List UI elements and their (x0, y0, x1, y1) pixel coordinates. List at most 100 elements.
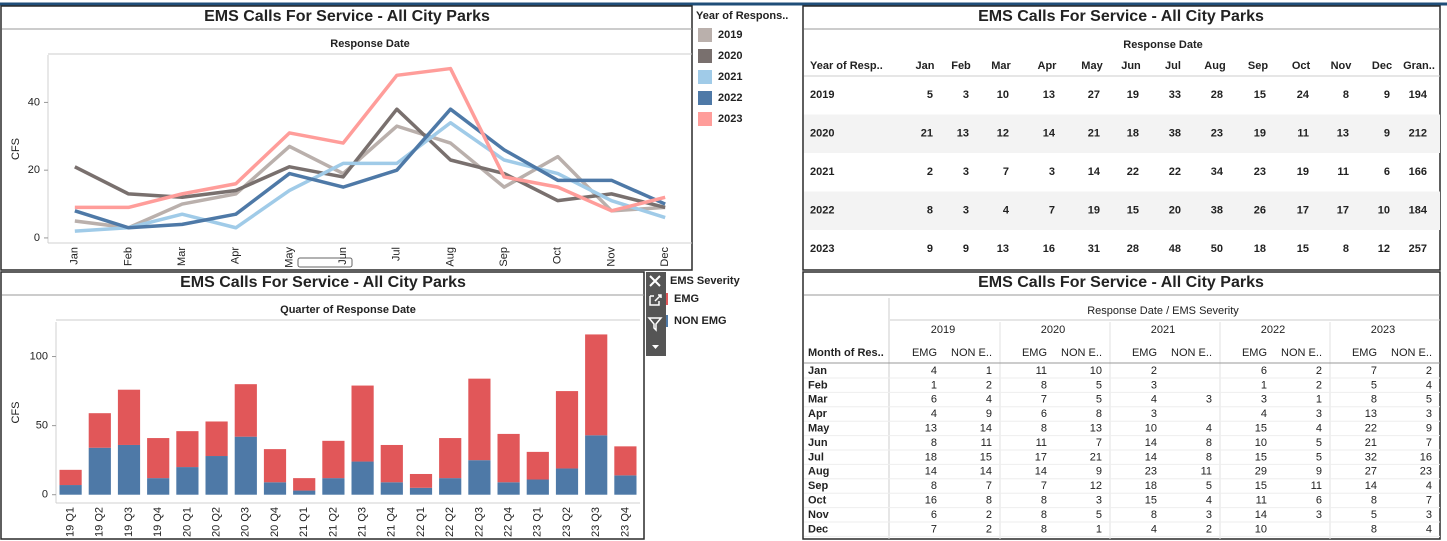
cell: 11 (1311, 480, 1322, 492)
cell: 3 (963, 89, 969, 101)
row-label: Oct (808, 495, 827, 507)
cell: 9 (1316, 466, 1322, 478)
row-label: 2019 (810, 89, 834, 101)
x-tick-label: 23 Q4 (619, 507, 631, 537)
cell: 17 (1297, 204, 1309, 216)
bar-segment (117, 444, 141, 495)
x-tick-label: 21 Q1 (298, 507, 310, 537)
row-label: Nov (808, 509, 830, 521)
cell: 4 (1151, 394, 1157, 406)
bar-segment (380, 482, 403, 495)
row-label: Aug (808, 466, 829, 478)
cell: 1 (986, 365, 992, 377)
cell: 2 (927, 166, 933, 178)
cell: 38 (1211, 204, 1223, 216)
bar-segment (526, 451, 549, 480)
bar-segment (468, 378, 491, 461)
cell: 21 (1365, 437, 1377, 449)
x-tick-label: Apr (230, 247, 242, 264)
cell: 7 (931, 523, 937, 535)
cell: 10 (1255, 523, 1267, 535)
close-icon[interactable] (649, 275, 661, 287)
bar-segment (555, 468, 579, 495)
x-tick-label: 22 Q2 (444, 507, 456, 537)
column-header: Feb (951, 60, 971, 72)
row-label: Sep (808, 480, 828, 492)
x-tick-label: 23 Q2 (561, 507, 573, 537)
x-tick-label: 23 Q1 (532, 507, 544, 537)
bar-segment (439, 478, 462, 495)
bar-segment (293, 478, 316, 491)
x-tick-label: 20 Q4 (269, 507, 281, 537)
cell: 6 (931, 509, 937, 521)
cell: 5 (1371, 379, 1377, 391)
year-header: 2020 (1041, 324, 1065, 336)
cell: 4 (1426, 379, 1432, 391)
cell: 13 (1043, 89, 1055, 101)
cell: 11 (1036, 437, 1047, 449)
sub-header: NON E.. (1171, 347, 1212, 359)
legend-label: 2023 (718, 113, 742, 125)
cell: 4 (1426, 480, 1432, 492)
cell: 9 (1096, 466, 1102, 478)
scrollbar-handle[interactable] (297, 257, 353, 268)
cell: 3 (1316, 408, 1322, 420)
series-line (74, 120, 666, 233)
legend-swatch (698, 91, 712, 105)
bar-segment (351, 461, 374, 495)
cell: 7 (1371, 365, 1377, 377)
bar-segment (614, 475, 637, 495)
row-label: Mar (808, 394, 828, 406)
cell: 11 (1201, 466, 1212, 478)
cell: 2 (986, 379, 992, 391)
cell: 11 (981, 437, 992, 449)
row-label: 2021 (810, 166, 834, 178)
bar-segment (176, 467, 199, 495)
cell: 1 (931, 379, 937, 391)
bar-segment (526, 479, 549, 495)
cell: 21 (921, 127, 933, 139)
cell: 5 (1426, 394, 1432, 406)
cell: 27 (1365, 466, 1377, 478)
cell: 18 (1145, 480, 1157, 492)
cell: 2 (986, 509, 992, 521)
legend-label: NON EMG (674, 315, 727, 327)
y-tick-label: 50 (36, 420, 48, 432)
row-label: Dec (808, 523, 828, 535)
cell: 7 (986, 480, 992, 492)
popout-icon[interactable] (649, 294, 662, 306)
bar-segment (555, 391, 579, 469)
x-tick-label: Feb (122, 247, 134, 266)
table-header: Response Date / EMS Severity (1087, 305, 1239, 317)
bar-segment (59, 485, 82, 495)
cell: 17 (1035, 451, 1047, 463)
cell: 27 (1088, 89, 1100, 101)
sub-header: EMG (912, 347, 937, 359)
cell: 11 (1256, 495, 1267, 507)
cell: 23 (1145, 466, 1157, 478)
cell: 10 (997, 89, 1009, 101)
cell: 8 (1151, 509, 1157, 521)
cell: 7 (1041, 480, 1047, 492)
cell: 10 (1090, 365, 1102, 377)
y-tick-label: 100 (30, 350, 48, 362)
cell: 15 (1255, 423, 1267, 435)
x-tick-label: Aug (444, 247, 456, 267)
row-label: Jan (808, 365, 827, 377)
x-tick-label: 19 Q3 (123, 507, 135, 537)
cell: 6 (1261, 365, 1267, 377)
filter-icon[interactable] (647, 317, 663, 332)
cell: 14 (1043, 127, 1056, 139)
cell: 6 (931, 394, 937, 406)
cell: 7 (1426, 495, 1432, 507)
cell: 13 (1090, 423, 1102, 435)
bar-segment (234, 436, 257, 495)
menu-icon[interactable] (652, 345, 659, 349)
bar-segment (147, 438, 170, 479)
cell: 10 (1255, 437, 1267, 449)
x-tick-label: Dec (659, 247, 671, 267)
cell: 8 (931, 437, 937, 449)
cell: 50 (1211, 243, 1223, 255)
bar-segment (439, 438, 462, 479)
x-tick-label: Jul (391, 247, 403, 261)
